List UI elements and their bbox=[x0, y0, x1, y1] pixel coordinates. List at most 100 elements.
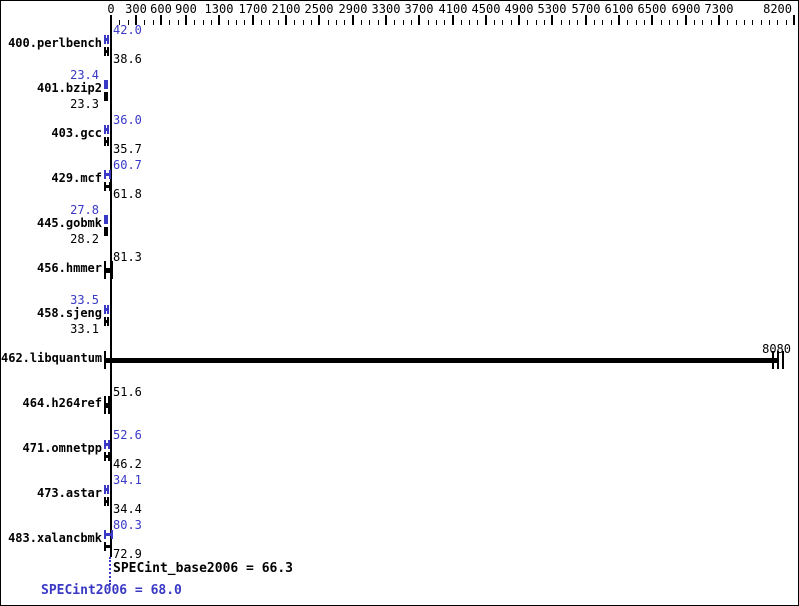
x-axis-minor-tick bbox=[211, 20, 212, 25]
x-axis-minor-tick bbox=[261, 20, 262, 25]
x-axis-minor-tick bbox=[636, 20, 637, 25]
x-axis-tick-label: 1300 bbox=[204, 2, 234, 16]
peak-value-label: 34.1 bbox=[113, 473, 142, 487]
x-axis-major-tick bbox=[160, 15, 162, 25]
mean-dotted-line bbox=[109, 557, 111, 585]
base-value-label: 35.7 bbox=[113, 142, 142, 156]
peak-bar bbox=[104, 533, 113, 536]
x-axis-minor-tick bbox=[677, 20, 678, 25]
benchmark-label: 456.hmmer bbox=[36, 261, 102, 275]
x-axis-major-tick bbox=[651, 15, 653, 25]
base-value-label: 38.6 bbox=[113, 52, 142, 66]
peak-bar-end-tick bbox=[106, 215, 108, 224]
base-bar bbox=[104, 455, 110, 458]
peak-value-label: 36.0 bbox=[113, 113, 142, 127]
x-axis-minor-tick bbox=[169, 20, 170, 25]
x-axis-minor-tick bbox=[736, 20, 737, 25]
x-axis-minor-tick bbox=[328, 20, 329, 25]
base-bar-end-tick bbox=[106, 227, 108, 236]
x-axis-minor-tick bbox=[477, 20, 478, 25]
peak-value-label: 23.4 bbox=[70, 68, 99, 82]
x-axis-major-tick bbox=[618, 15, 620, 25]
benchmark-label: 445.gobmk bbox=[36, 216, 102, 230]
x-axis-tick-label: 600 bbox=[150, 2, 172, 16]
run-median-tick bbox=[772, 351, 774, 369]
peak-value-label: 60.7 bbox=[113, 158, 142, 172]
x-axis-minor-tick bbox=[178, 20, 179, 25]
base-bar-end-tick bbox=[106, 92, 108, 101]
benchmark-label: 473.astar bbox=[36, 486, 102, 500]
x-axis-major-tick bbox=[318, 15, 320, 25]
base-summary-text: SPECint_base2006 = 66.3 bbox=[113, 561, 294, 576]
x-axis-tick-label: 5300 bbox=[537, 2, 567, 16]
base-bar-end-tick bbox=[108, 452, 110, 461]
peak-bar-end-tick bbox=[106, 80, 108, 89]
base-bar bbox=[104, 545, 112, 548]
x-axis-major-tick bbox=[418, 15, 420, 25]
peak-bar bbox=[104, 443, 110, 446]
base-bar bbox=[104, 358, 779, 363]
base-bar-end-tick bbox=[107, 497, 109, 506]
x-axis-major-tick bbox=[452, 15, 454, 25]
base-bar bbox=[104, 140, 109, 143]
peak-value-label: 33.5 bbox=[70, 293, 99, 307]
peak-value-label: 80.3 bbox=[113, 518, 142, 532]
x-axis-minor-tick bbox=[378, 20, 379, 25]
x-axis-minor-tick bbox=[236, 20, 237, 25]
axis-line bbox=[110, 25, 112, 557]
x-axis-minor-tick bbox=[561, 20, 562, 25]
benchmark-label: 401.bzip2 bbox=[36, 81, 102, 95]
x-axis-minor-tick bbox=[536, 20, 537, 25]
x-axis-minor-tick bbox=[527, 20, 528, 25]
x-axis-minor-tick bbox=[294, 20, 295, 25]
x-axis-minor-tick bbox=[311, 20, 312, 25]
base-value-label: 28.2 bbox=[70, 232, 99, 246]
base-value-label: 51.6 bbox=[113, 385, 142, 399]
benchmark-label: 429.mcf bbox=[51, 171, 102, 185]
benchmark-label: 462.libquantum bbox=[1, 351, 103, 365]
x-axis-tick-label: 2100 bbox=[271, 2, 301, 16]
x-axis-minor-tick bbox=[544, 20, 545, 25]
x-axis-minor-tick bbox=[128, 20, 129, 25]
benchmark-label: 483.xalancbmk bbox=[8, 531, 102, 545]
x-axis-minor-tick bbox=[644, 20, 645, 25]
base-bar-end-tick bbox=[107, 47, 109, 56]
peak-value-label: 42.0 bbox=[113, 23, 142, 37]
x-axis-minor-tick bbox=[203, 20, 204, 25]
x-axis-minor-tick bbox=[669, 20, 670, 25]
x-axis-tick-label: 7300 bbox=[704, 2, 734, 16]
base-bar-end-tick bbox=[107, 317, 109, 326]
x-axis-minor-tick bbox=[269, 20, 270, 25]
x-axis-tick-label: 2500 bbox=[304, 2, 334, 16]
x-axis-major-tick bbox=[385, 15, 387, 25]
benchmark-label: 403.gcc bbox=[51, 126, 102, 140]
x-axis-minor-tick bbox=[786, 20, 787, 25]
x-axis-minor-tick bbox=[602, 20, 603, 25]
benchmark-label: 400.perlbench bbox=[8, 36, 102, 50]
base-bar-end-tick bbox=[110, 542, 112, 551]
peak-bar-end-tick bbox=[108, 440, 110, 449]
x-axis-tick-label: 5700 bbox=[571, 2, 601, 16]
peak-bar bbox=[104, 173, 111, 176]
x-axis-major-tick bbox=[252, 15, 254, 25]
base-value-label: 46.2 bbox=[113, 457, 142, 471]
x-axis-minor-tick bbox=[369, 20, 370, 25]
x-axis-minor-tick bbox=[611, 20, 612, 25]
x-axis-major-tick bbox=[485, 15, 487, 25]
x-axis-minor-tick bbox=[436, 20, 437, 25]
x-axis-tick-label: 4900 bbox=[504, 2, 534, 16]
x-axis-minor-tick bbox=[278, 20, 279, 25]
x-axis-minor-tick bbox=[344, 20, 345, 25]
x-axis-tick-label: 6900 bbox=[671, 2, 701, 16]
base-bar bbox=[104, 50, 109, 53]
x-axis-minor-tick bbox=[228, 20, 229, 25]
peak-value-label: 27.8 bbox=[70, 203, 99, 217]
x-axis-tick-label: 300 bbox=[125, 2, 147, 16]
x-axis: 0 300 600 900 1300 1700 2100 2500 2900 3300 3700 41… bbox=[1, 1, 798, 27]
x-axis-minor-tick bbox=[661, 20, 662, 25]
x-axis-minor-tick bbox=[469, 20, 470, 25]
base-bar bbox=[104, 403, 110, 408]
base-value-label: 33.1 bbox=[70, 322, 99, 336]
peak-value-label: 52.6 bbox=[113, 428, 142, 442]
